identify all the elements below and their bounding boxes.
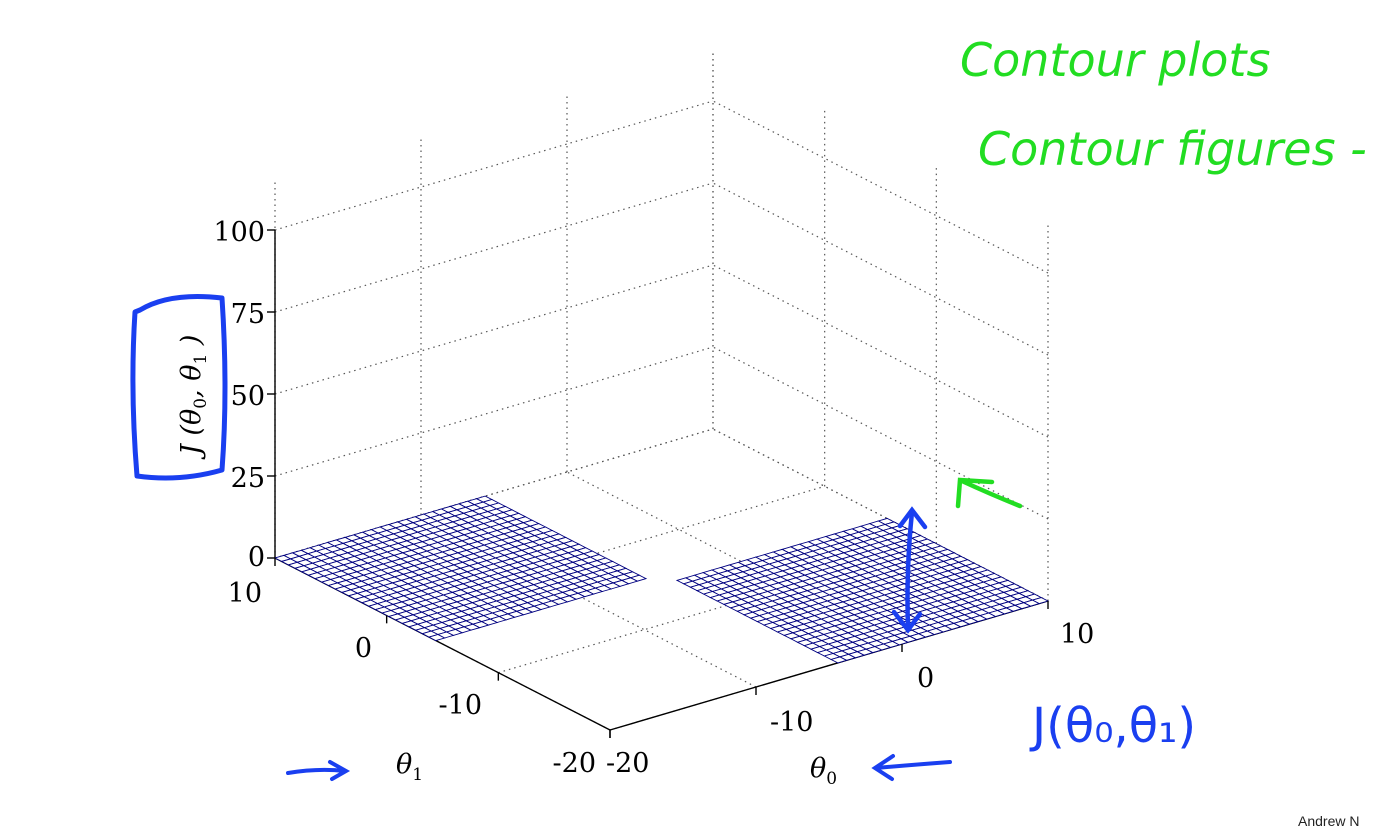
grid-floor-y	[386, 485, 825, 616]
height-arrow-annotation	[891, 506, 928, 634]
grid-right-z	[712, 182, 1049, 356]
grid-back-z	[274, 264, 714, 395]
z-label-highlight-box	[130, 294, 228, 481]
y-tick-labels: 10 0 -10 -20	[228, 578, 596, 779]
z-tick-labels: 100 75 50 25 0	[213, 217, 265, 573]
annotation-cost-function: J(θ₀,θ₁)	[1029, 698, 1196, 754]
annotation-contour-plots: Contour plots	[960, 33, 1270, 87]
grid-back-z	[274, 346, 714, 477]
z-tick-0: 0	[248, 542, 265, 573]
surface-cell	[829, 656, 848, 664]
z-axis-label: J (θ0, θ1 )	[176, 335, 211, 460]
y-tick-minus20: -20	[553, 748, 596, 779]
theta1-arrow-annotation	[286, 760, 351, 781]
annotation-contour-figures: Contour figures -	[978, 122, 1367, 176]
grid-back-z	[274, 100, 714, 231]
grid-lines	[274, 51, 1049, 731]
y-tick-10: 10	[228, 578, 262, 609]
tick-marks	[267, 229, 1049, 738]
z-tick-75: 75	[231, 299, 265, 330]
surface-pointer-annotation	[955, 477, 1023, 509]
grid-right-z	[712, 100, 1049, 274]
surface-mesh	[273, 495, 1050, 664]
grid-floor-y	[274, 428, 714, 559]
z-tick-50: 50	[231, 381, 265, 412]
x-tick-labels: -20 -10 0 10	[606, 619, 1094, 779]
x-tick-minus20: -20	[606, 748, 649, 779]
y-tick-minus10: -10	[439, 690, 482, 721]
theta0-arrow-annotation	[871, 754, 952, 781]
x-tick-0: 0	[917, 663, 934, 694]
y-tick-0: 0	[355, 633, 372, 664]
grid-right-z	[712, 346, 1049, 520]
x-tick-minus10: -10	[770, 707, 813, 738]
grid-floor-x	[566, 471, 903, 645]
z-tick-100: 100	[213, 217, 265, 248]
y-axis-label: θ1	[396, 749, 423, 785]
x-tick-10: 10	[1060, 619, 1094, 650]
x-axis-label: θ0	[810, 753, 837, 789]
axes	[274, 230, 1049, 731]
z-tick-25: 25	[231, 463, 265, 494]
author-credit: Andrew N	[1298, 813, 1359, 829]
grid-back-z	[274, 182, 714, 313]
grid-floor-x	[712, 428, 1049, 602]
grid-right-z	[712, 264, 1049, 438]
surface-cell	[427, 634, 446, 642]
